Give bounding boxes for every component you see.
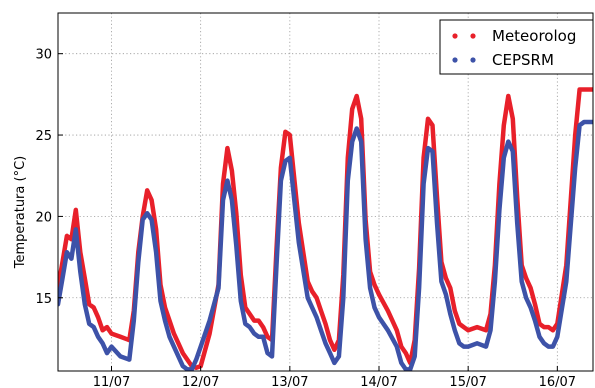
legend-box bbox=[439, 19, 594, 75]
x-tick-label: 13/07 bbox=[271, 375, 308, 388]
y-tick-label: 20 bbox=[35, 210, 52, 225]
legend: Meteorolog CEPSRM bbox=[439, 19, 594, 75]
plot-frame bbox=[57, 12, 594, 372]
tick-labels: 11/07 12/07 13/07 14/07 15/07 16/07 15 20 25 30 bbox=[35, 48, 576, 388]
legend-marker bbox=[452, 33, 458, 39]
axes bbox=[57, 12, 594, 372]
y-tick-label: 30 bbox=[35, 48, 52, 63]
series-line-meteorolog bbox=[58, 87, 593, 370]
legend-label: CEPSRM bbox=[492, 51, 554, 69]
y-tick-label: 25 bbox=[35, 129, 52, 144]
x-tick-label: 11/07 bbox=[93, 375, 130, 388]
y-axis-label: Temperatura (°C) bbox=[13, 156, 28, 269]
x-tick-label: 15/07 bbox=[449, 375, 486, 388]
x-tick-label: 14/07 bbox=[360, 375, 397, 388]
legend-marker bbox=[452, 57, 458, 63]
x-tick-label: 16/07 bbox=[539, 375, 576, 388]
grid bbox=[58, 13, 593, 371]
legend-marker bbox=[470, 33, 476, 39]
x-tick-label: 12/07 bbox=[182, 375, 219, 388]
series-layer bbox=[58, 87, 593, 371]
y-tick-label: 15 bbox=[35, 292, 52, 307]
legend-marker bbox=[470, 57, 476, 63]
series-line-cepsrm bbox=[58, 119, 593, 371]
legend-label: Meteorolog bbox=[492, 27, 576, 45]
